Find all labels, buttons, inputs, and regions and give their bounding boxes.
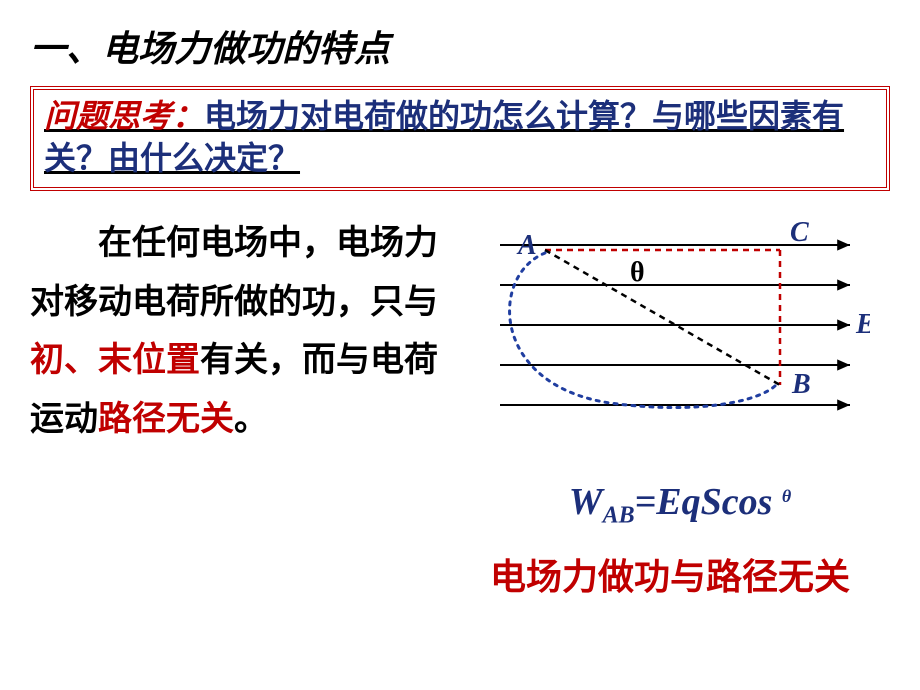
svg-text:A: A [516,230,537,261]
main-row: 在任何电场中，电场力对移动电荷所做的功，只与初、末位置有关，而与电荷运动路径无关… [30,215,890,530]
work-formula: WAB=EqScos θ [569,480,791,530]
right-column: A C B Eθ WAB=EqScos θ [470,215,890,530]
field-diagram: A C B Eθ [470,215,870,450]
svg-text:E: E [855,309,870,340]
question-box: 问题思考：电场力对电荷做的功怎么计算？与哪些因素有关？由什么决定？ [30,86,890,191]
question-prefix: 问题思考： [44,98,204,134]
conclusion: 电场力做功与路径无关 [30,548,890,600]
svg-text:B: B [791,369,811,400]
section-heading: 一、电场力做功的特点 [30,20,890,72]
body-paragraph: 在任何电场中，电场力对移动电荷所做的功，只与初、末位置有关，而与电荷运动路径无关… [30,215,450,530]
svg-text:θ: θ [630,257,645,288]
svg-text:C: C [790,217,809,248]
